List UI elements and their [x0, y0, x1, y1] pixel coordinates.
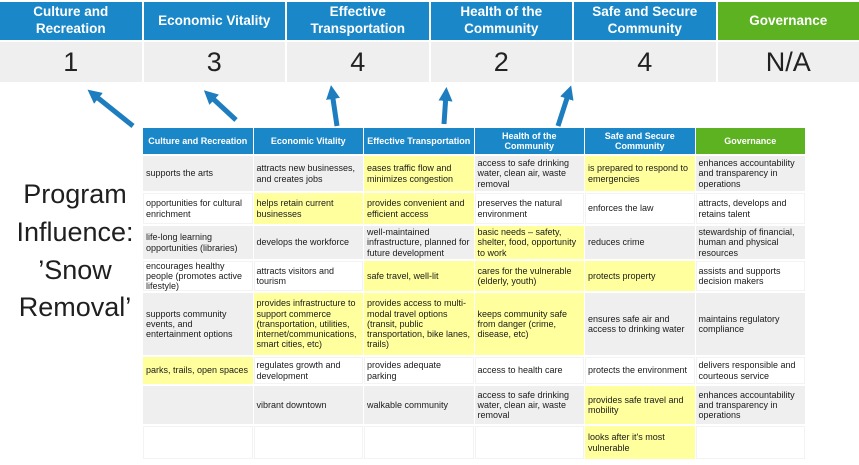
- matrix-cell-r4-c2-attracts-visitors-and-tourism: attracts visitors and tourism: [253, 261, 363, 291]
- matrix-cell-r5-c6-maintains-regulatory-compliance: maintains regulatory compliance: [695, 293, 805, 355]
- score-economic-vitality: 3: [143, 42, 285, 82]
- matrix-cell-r2-c4-preserves-the-natural-environment: preserves the natural environment: [474, 193, 584, 224]
- matrix-cell-r2-c1-opportunities-for-cultural-enrichment: opportunities for cultural enrichment: [143, 193, 253, 224]
- score-culture-and-recreation: 1: [0, 42, 142, 82]
- matrix-cell-r5-c5-ensures-safe-air-and-access-to-drinking-: ensures safe air and access to drinking …: [585, 293, 695, 355]
- score-effective-transportation: 4: [287, 42, 429, 82]
- summary-scores-row: 1 3 4 2 4 N/A: [0, 42, 859, 82]
- banner-governance: Governance: [717, 2, 859, 40]
- score-health-of-the-community: 2: [430, 42, 572, 82]
- matrix-cell-r3-c4-basic-needs-safety-shelter-food-opportun: basic needs – safety, shelter, food, opp…: [474, 226, 584, 259]
- matrix-header-governance: Governance: [695, 128, 805, 154]
- up-arrow-icon: [203, 90, 238, 122]
- matrix-cell-r1-c5-is-prepared-to-respond-to-emergencies: is prepared to respond to emergencies: [585, 156, 695, 191]
- program-influence-label: Program Influence: ’Snow Removal’: [16, 179, 134, 323]
- matrix-cell-r3-c1-life-long-learning-opportunities-librari: life-long learning opportunities (librar…: [143, 226, 253, 259]
- matrix-header-economic-vitality: Economic Vitality: [253, 128, 363, 154]
- matrix-cell-r7-c3-walkable-community: walkable community: [364, 386, 474, 424]
- score-governance: N/A: [717, 42, 859, 82]
- banner-culture-and-recreation: Culture and Recreation: [0, 2, 142, 40]
- matrix-cell-r1-c1-supports-the-arts: supports the arts: [143, 156, 253, 191]
- matrix-cell-r6-c4-access-to-health-care: access to health care: [474, 357, 584, 384]
- up-arrow-icon: [326, 85, 340, 127]
- matrix-cell-r3-c5-reduces-crime: reduces crime: [585, 226, 695, 259]
- summary-banner: Culture and Recreation Economic Vitality E…: [0, 2, 859, 40]
- matrix-cell-r4-c3-safe-travel-well-lit: safe travel, well-lit: [364, 261, 474, 291]
- matrix-cell-r8-c6-empty: [695, 426, 805, 459]
- matrix-cell-r5-c1-supports-community-events-and-entertainm: supports community events, and entertain…: [143, 293, 253, 355]
- matrix-cell-r5-c2-provides-infrastructure-to-support-comme: provides infrastructure to support comme…: [253, 293, 363, 355]
- matrix-cell-r8-c3-empty: [364, 426, 474, 459]
- score-safe-and-secure-community: 4: [574, 42, 716, 82]
- matrix-cell-r5-c3-provides-access-to-multi-modal-travel-op: provides access to multi-modal travel op…: [364, 293, 474, 355]
- matrix-cell-r8-c4-empty: [474, 426, 584, 459]
- up-arrow-icon: [555, 85, 574, 127]
- matrix-cell-r3-c3-well-maintained-infrastructure-planned-f: well-maintained infrastructure, planned …: [364, 226, 474, 259]
- matrix-cell-r2-c6-attracts-develops-and-retains-talent: attracts, develops and retains talent: [695, 193, 805, 224]
- matrix-cell-r5-c4-keeps-community-safe-from-danger-crime-d: keeps community safe from danger (crime,…: [474, 293, 584, 355]
- matrix-cell-r2-c5-enforces-the-law: enforces the law: [585, 193, 695, 224]
- matrix-cell-r1-c2-attracts-new-businesses-and-creates-jobs: attracts new businesses, and creates job…: [253, 156, 363, 191]
- arrows-layer: [87, 85, 574, 128]
- matrix-cell-r3-c2-develops-the-workforce: develops the workforce: [253, 226, 363, 259]
- matrix-cell-r7-c2-vibrant-downtown: vibrant downtown: [253, 386, 363, 424]
- banner-economic-vitality: Economic Vitality: [143, 2, 285, 40]
- matrix-cell-r2-c3-provides-convenient-and-efficient-access: provides convenient and efficient access: [364, 193, 474, 224]
- up-arrow-icon: [438, 87, 453, 125]
- matrix-cell-r4-c5-protects-property: protects property: [585, 261, 695, 291]
- matrix-cell-r6-c1-parks-trails-open-spaces: parks, trails, open spaces: [143, 357, 253, 384]
- matrix-cell-r7-c1-empty: [143, 386, 253, 424]
- matrix-cell-r1-c4-access-to-safe-drinking-water-clean-air-: access to safe drinking water, clean air…: [474, 156, 584, 191]
- matrix-cell-r6-c3-provides-adequate-parking: provides adequate parking: [364, 357, 474, 384]
- banner-safe-and-secure-community: Safe and Secure Community: [574, 2, 716, 40]
- matrix-cell-r4-c6-assists-and-supports-decision-makers: assists and supports decision makers: [695, 261, 805, 291]
- matrix-cell-r6-c5-protects-the-environment: protects the environment: [585, 357, 695, 384]
- matrix-cell-r8-c2-empty: [253, 426, 363, 459]
- matrix-cell-r1-c6-enhances-accountability-and-transparency: enhances accountability and transparency…: [695, 156, 805, 191]
- influence-matrix: Culture and Recreation Economic Vitality E…: [143, 128, 805, 459]
- banner-health-of-the-community: Health of the Community: [430, 2, 572, 40]
- matrix-cell-r7-c4-access-to-safe-drinking-water-clean-air-: access to safe drinking water, clean air…: [474, 386, 584, 424]
- matrix-cell-r4-c1-encourages-healthy-people-promotes-activ: encourages healthy people (promotes acti…: [143, 261, 253, 291]
- banner-effective-transportation: Effective Transportation: [287, 2, 429, 40]
- matrix-header-safe-and-secure-community: Safe and Secure Community: [585, 128, 695, 154]
- matrix-cell-r7-c6-enhances-accountability-and-transparency: enhances accountability and transparency…: [695, 386, 805, 424]
- matrix-header-culture-and-recreation: Culture and Recreation: [143, 128, 253, 154]
- matrix-header-effective-transportation: Effective Transportation: [364, 128, 474, 154]
- matrix-cell-r4-c4-cares-for-the-vulnerable-elderly-youth: cares for the vulnerable (elderly, youth…: [474, 261, 584, 291]
- matrix-cell-r8-c5-looks-after-it-s-most-vulnerable: looks after it's most vulnerable: [585, 426, 695, 459]
- matrix-cell-r8-c1-empty: [143, 426, 253, 459]
- up-arrow-icon: [87, 89, 135, 128]
- matrix-cell-r7-c5-provides-safe-travel-and-mobility: provides safe travel and mobility: [585, 386, 695, 424]
- matrix-cell-r6-c2-regulates-growth-and-development: regulates growth and development: [253, 357, 363, 384]
- matrix-header-health-of-the-community: Health of the Community: [474, 128, 584, 154]
- matrix-cell-r2-c2-helps-retain-current-businesses: helps retain current businesses: [253, 193, 363, 224]
- matrix-cell-r3-c6-stewardship-of-financial-human-and-physi: stewardship of financial, human and phys…: [695, 226, 805, 259]
- matrix-cell-r1-c3-eases-traffic-flow-and-minimizes-congest: eases traffic flow and minimizes congest…: [364, 156, 474, 191]
- matrix-cell-r6-c6-delivers-responsible-and-courteous-servi: delivers responsible and courteous servi…: [695, 357, 805, 384]
